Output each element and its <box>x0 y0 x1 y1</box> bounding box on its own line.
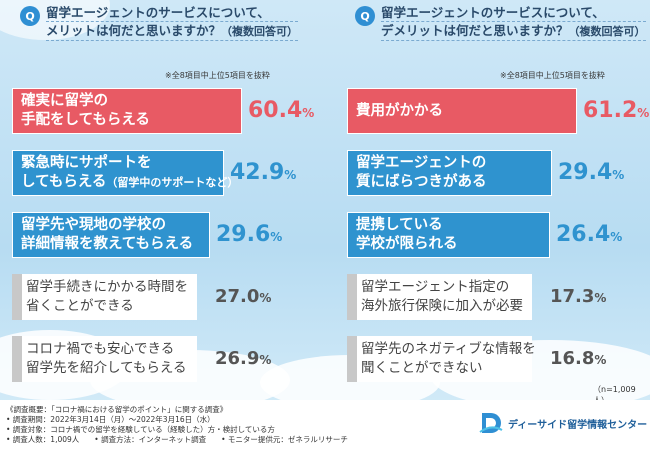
bar-label: 留学エージェントの 質にばらつきがある <box>356 154 487 192</box>
value-unit: % <box>637 106 650 120</box>
value-unit: % <box>594 291 607 305</box>
survey-summary-title: 《調査概要：「コロナ禍における留学のポイント」に関する調査》 <box>6 405 228 414</box>
value-number: 61.2 <box>583 98 638 123</box>
value-unit: % <box>612 168 625 182</box>
value-number: 60.4 <box>248 98 303 123</box>
bar-label: 留学先や現地の学校の詳細情報を教えてもらえる <box>21 216 193 254</box>
bar-label-line: 詳細情報を教えてもらえる <box>21 236 194 252</box>
bar-label: 留学手続きにかかる時間を 省くことができる <box>20 278 188 316</box>
value-unit: % <box>259 353 272 367</box>
bar-label: 留学エージェント指定の 海外旅行保険に加入が必要 <box>355 278 523 316</box>
chart-note: ※全8項目中上位5項目を抜粋 <box>500 71 605 80</box>
survey-details: • 調査人数：1,009人 • 調査方法：インターネット調査 • モニター提供元… <box>6 435 348 444</box>
merit-chart-panel: Q 留学エージェントのサービスについて、 メリットは何だと思いますか？（複数回答… <box>10 0 314 400</box>
bar-label-line: コロナ禍でも安心できる <box>26 341 175 357</box>
bar-label: 確実に留学の手配をしてもらえる <box>21 92 150 130</box>
question-icon: Q <box>20 6 40 26</box>
bar-label: 留学先のネガティブな情報を 聞くことができない <box>355 340 536 378</box>
bar-4: 留学エージェント指定の 海外旅行保険に加入が必要 <box>347 274 532 320</box>
bar-5: 留学先のネガティブな情報を 聞くことができない <box>347 336 536 382</box>
value-label: 26.4% <box>556 224 622 246</box>
value-label: 61.2% <box>583 100 649 122</box>
bar-1: 確実に留学の手配をしてもらえる <box>12 88 242 134</box>
value-unit: % <box>594 353 607 367</box>
chart-title: 留学エージェントのサービスについて、 メリットは何だと思いますか？（複数回答可） <box>46 4 299 41</box>
bar-label-line: 留学エージェントの <box>356 155 487 171</box>
value-number: 27.0 <box>215 286 260 307</box>
value-number: 42.9 <box>230 160 285 185</box>
value-unit: % <box>284 168 297 182</box>
bar-label-line: 手配をしてもらえる <box>21 112 150 128</box>
bar-label-line: 聞くことができない <box>361 360 483 376</box>
bar-3: 留学先や現地の学校の詳細情報を教えてもらえる <box>12 212 210 258</box>
chart-title-line-1: 留学エージェントのサービスについて、 <box>381 4 646 22</box>
bar-label-line: してもらえる（留学中のサポートなど） <box>21 174 239 190</box>
brand-logo: ディーサイド留学情報センター <box>478 410 647 436</box>
bar-label-line: 省くことができる <box>26 298 134 314</box>
bar-label-note: （留学中のサポートなど） <box>106 176 239 189</box>
bar-2: 緊急時にサポートをしてもらえる（留学中のサポートなど） <box>12 150 238 196</box>
value-number: 17.3 <box>550 286 595 307</box>
bar-label-line: 海外旅行保険に加入が必要 <box>361 298 523 314</box>
bar-label-line: 留学先を紹介してもらえる <box>26 360 187 376</box>
bar-label: コロナ禍でも安心できる 留学先を紹介してもらえる <box>20 340 187 378</box>
survey-footer: 《調査概要：「コロナ禍における留学のポイント」に関する調査》 • 調査期間：20… <box>0 400 650 450</box>
bar-label-line: 留学先や現地の学校の <box>21 217 166 233</box>
value-unit: % <box>610 230 623 244</box>
value-label: 27.0% <box>215 288 271 306</box>
bar-1: 費用がかかる <box>347 88 577 134</box>
value-label: 29.6% <box>216 224 282 246</box>
bar-label-line: 確実に留学の <box>21 93 108 109</box>
bar-label: 費用がかかる <box>356 102 443 121</box>
survey-period: • 調査期間：2022年3月14日（月）～2022年3月16日（水） <box>6 415 215 424</box>
value-number: 26.4 <box>556 222 611 247</box>
chart-title-line-2: デメリットは何だと思いますか？（複数回答可） <box>381 22 646 41</box>
question-icon: Q <box>355 6 375 26</box>
demerit-chart-panel: Q 留学エージェントのサービスについて、 デメリットは何だと思いますか？（複数回… <box>345 0 649 405</box>
value-number: 29.6 <box>216 222 271 247</box>
bar-label: 提携している 学校が限られる <box>356 216 458 254</box>
value-label: 26.9% <box>215 350 271 368</box>
value-number: 26.9 <box>215 348 260 369</box>
bar-label-line: 留学先のネガティブな情報を <box>361 341 536 357</box>
value-unit: % <box>259 291 272 305</box>
chart-note: ※全8項目中上位5項目を抜粋 <box>165 71 270 80</box>
bar-3: 提携している 学校が限られる <box>347 212 550 258</box>
bar-label-line: 提携している <box>356 217 443 233</box>
value-label: 29.4% <box>558 162 624 184</box>
chart-title-line-2: メリットは何だと思いますか？（複数回答可） <box>46 22 299 41</box>
chart-title-line-1: 留学エージェントのサービスについて、 <box>46 4 299 22</box>
survey-target: • 調査対象：コロナ禍での留学を経験している（経験した）方・検討している方 <box>6 425 275 434</box>
bar-label-line: 緊急時にサポートを <box>21 155 152 171</box>
bar-5: コロナ禍でも安心できる 留学先を紹介してもらえる <box>12 336 197 382</box>
value-label: 16.8% <box>550 350 606 368</box>
value-label: 60.4% <box>248 100 314 122</box>
brand-name: ディーサイド留学情報センター <box>508 419 648 431</box>
value-number: 29.4 <box>558 160 613 185</box>
bar-label: 緊急時にサポートをしてもらえる（留学中のサポートなど） <box>21 154 238 192</box>
d-side-logo-icon <box>479 413 503 433</box>
bar-label-line: 費用がかかる <box>356 102 443 119</box>
bar-4: 留学手続きにかかる時間を 省くことができる <box>12 274 197 320</box>
chart-title: 留学エージェントのサービスについて、 デメリットは何だと思いますか？（複数回答可… <box>381 4 646 41</box>
value-label: 42.9% <box>230 162 296 184</box>
bar-label-line: 留学手続きにかかる時間を <box>26 279 188 295</box>
value-number: 16.8 <box>550 348 595 369</box>
value-label: 17.3% <box>550 288 606 306</box>
bar-2: 留学エージェントの 質にばらつきがある <box>347 150 552 196</box>
bar-label-line: 学校が限られる <box>356 236 458 252</box>
bar-label-line: 質にばらつきがある <box>356 174 487 190</box>
value-unit: % <box>302 106 315 120</box>
value-unit: % <box>270 230 283 244</box>
bar-label-line: 留学エージェント指定の <box>361 279 510 295</box>
